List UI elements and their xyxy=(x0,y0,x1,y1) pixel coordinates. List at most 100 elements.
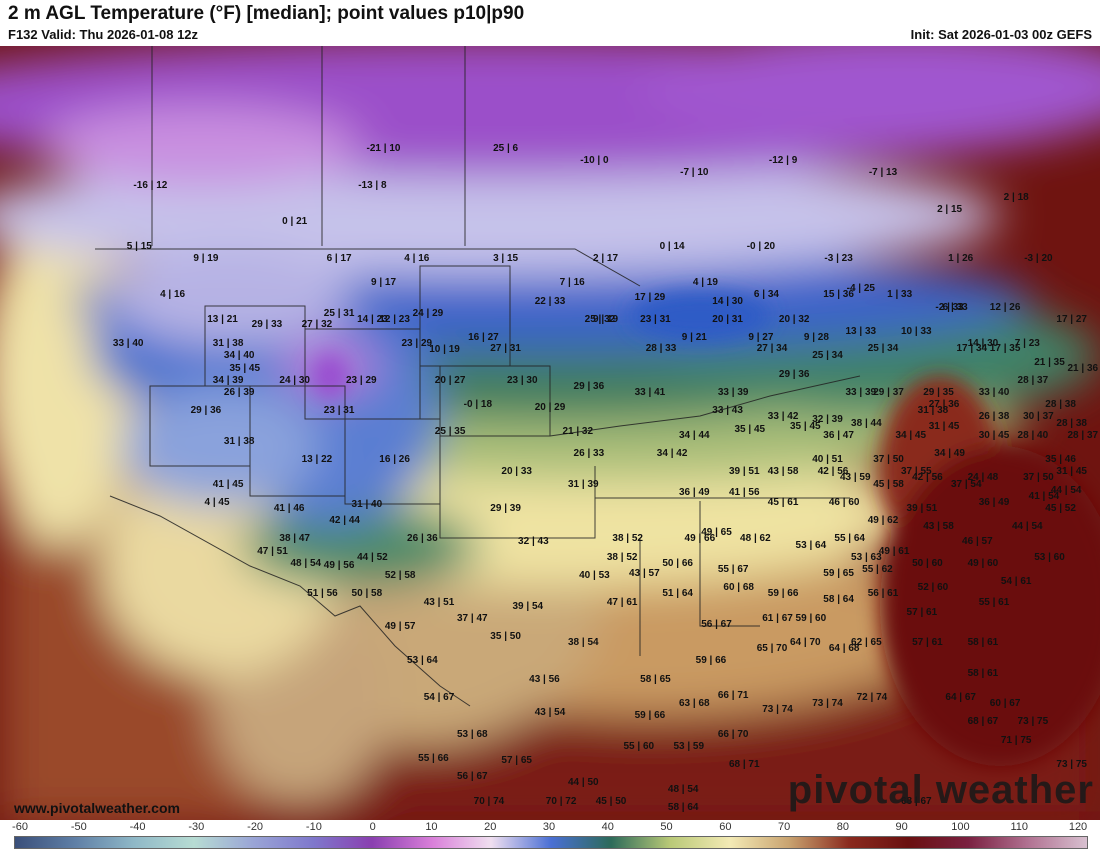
point-value: 29 | 33 xyxy=(251,318,283,330)
colorbar-tick: 100 xyxy=(951,821,970,833)
point-value: 2 | 15 xyxy=(937,204,963,215)
point-value: 16 | 27 xyxy=(468,332,499,344)
point-value: 0 | 14 xyxy=(659,240,685,252)
point-value: -0 | 20 xyxy=(746,240,776,252)
point-value: 57 | 65 xyxy=(501,755,532,767)
point-value: 20 | 31 xyxy=(712,313,743,325)
point-value: -10 | 0 xyxy=(580,155,609,167)
colorbar: -60 -50 -40 -30 -20 -10 0 10 20 30 40 50 60 70 80 90 100… xyxy=(0,820,1100,850)
point-value: 17 | 35 xyxy=(989,343,1021,355)
point-value: 38 | 52 xyxy=(606,551,638,563)
site-url[interactable]: www.pivotalweather.com xyxy=(14,800,180,816)
point-value: 4 | 16 xyxy=(404,252,430,264)
colorbar-tick: 30 xyxy=(542,821,556,833)
point-value: 28 | 37 xyxy=(1017,374,1049,386)
point-value: 35 | 45 xyxy=(734,423,766,435)
point-value: 33 | 40 xyxy=(978,387,1010,398)
point-value: 48 | 54 xyxy=(290,557,322,569)
point-value: 55 | 67 xyxy=(717,563,749,575)
point-value: 9 | 21 xyxy=(681,332,707,344)
point-value: 50 | 60 xyxy=(912,557,943,569)
boundaries xyxy=(95,46,861,707)
point-value: 49 | 60 xyxy=(967,557,999,569)
point-value: 48 | 54 xyxy=(667,783,699,795)
point-value: 47 | 61 xyxy=(606,596,638,608)
point-value: 12 | 23 xyxy=(379,313,410,325)
point-value: 73 | 75 xyxy=(1017,716,1049,728)
point-value: 29 | 35 xyxy=(923,387,954,398)
colorbar-tick: 50 xyxy=(660,821,673,833)
point-value: 54 | 61 xyxy=(1000,576,1032,588)
point-value: 31 | 38 xyxy=(223,435,255,447)
point-value: 37 | 47 xyxy=(456,612,488,624)
point-value: 59 | 66 xyxy=(695,655,727,667)
point-value: 26 | 38 xyxy=(978,411,1010,423)
point-value: -4 | 25 xyxy=(846,283,875,295)
point-value: 23 | 30 xyxy=(506,374,538,386)
point-value: 31 | 38 xyxy=(212,338,244,350)
valid-time: F132 Valid: Thu 2026-01-08 12z xyxy=(8,27,199,42)
point-value: 68 | 71 xyxy=(728,759,760,771)
colorbar-tick: 20 xyxy=(484,821,497,833)
point-value: 28 | 38 xyxy=(1045,399,1076,411)
point-value: 52 | 60 xyxy=(917,582,949,594)
point-value: 41 | 54 xyxy=(1028,490,1060,502)
point-value: 29 | 39 xyxy=(490,502,521,514)
colorbar-tick: -20 xyxy=(247,821,264,833)
point-value: 25 | 34 xyxy=(812,350,843,362)
colorbar-tick: 120 xyxy=(1068,821,1088,833)
point-value: 42 | 44 xyxy=(329,515,360,527)
colorbar-ticks: -60 -50 -40 -30 -20 -10 0 10 20 30 40 50 60 70 80 90 100… xyxy=(0,820,1100,836)
point-value: 51 | 56 xyxy=(307,588,338,600)
point-value: 30 | 45 xyxy=(978,429,1010,441)
point-value: 21 | 36 xyxy=(1067,362,1099,374)
point-value: 43 | 54 xyxy=(534,706,566,718)
point-value: 71 | 75 xyxy=(1000,734,1032,746)
point-value: 55 | 61 xyxy=(978,596,1010,608)
point-value: 34 | 44 xyxy=(678,429,710,441)
point-value: 22 | 33 xyxy=(534,295,566,307)
point-value: 40 | 51 xyxy=(812,454,843,466)
point-value: -16 | 12 xyxy=(133,179,168,191)
point-value: 33 | 41 xyxy=(634,387,666,398)
point-value: 33 | 40 xyxy=(112,338,144,350)
point-value: 31 | 45 xyxy=(1056,466,1087,478)
point-value: 58 | 61 xyxy=(967,667,999,679)
point-value: 57 | 61 xyxy=(912,637,943,649)
point-value: 7 | 16 xyxy=(559,277,585,289)
point-value: 26 | 33 xyxy=(573,448,605,459)
colorbar-tick: 110 xyxy=(1010,821,1028,833)
point-value: 53 | 64 xyxy=(795,539,827,551)
detail-shading xyxy=(312,291,1100,766)
point-value: 36 | 49 xyxy=(978,496,1010,508)
point-value: 43 | 59 xyxy=(839,472,871,484)
point-value: 27 | 32 xyxy=(301,318,333,330)
point-value: 2 | 18 xyxy=(1003,191,1029,203)
colorbar-tick: 70 xyxy=(777,821,791,833)
point-value: 6 | 17 xyxy=(326,252,352,264)
colorbar-tick: 40 xyxy=(601,821,614,833)
point-value: 57 | 61 xyxy=(906,606,938,618)
point-value: 58 | 64 xyxy=(823,594,854,606)
colorbar-gradient xyxy=(14,836,1088,849)
point-value: 26 | 39 xyxy=(223,387,255,398)
point-value: 1 | 26 xyxy=(948,252,974,264)
point-value: 20 | 32 xyxy=(778,313,810,325)
point-value: 31 | 39 xyxy=(567,478,599,490)
point-value: 34 | 45 xyxy=(895,429,927,441)
point-value: 16 | 26 xyxy=(379,454,410,466)
point-value: 4 | 19 xyxy=(692,277,718,289)
point-value: 55 | 60 xyxy=(623,740,655,752)
point-value: 15 | 36 xyxy=(823,289,854,301)
point-value: -0 | 18 xyxy=(463,399,493,411)
point-value: 39 | 51 xyxy=(906,502,938,514)
point-value: 41 | 56 xyxy=(728,487,760,499)
point-value: 29 | 36 xyxy=(573,380,605,392)
colorbar-tick: 90 xyxy=(895,821,908,833)
point-value: 37 | 50 xyxy=(873,454,904,466)
temperature-map[interactable]: -16 | 12 -21 | 10 25 | 6 -10 | 0 -7 | 10 -12 … xyxy=(0,46,1100,820)
point-value: 54 | 67 xyxy=(423,692,455,703)
point-value: -2 | 33 xyxy=(935,301,964,313)
point-value: 65 | 70 xyxy=(756,643,788,655)
colorbar-tick: 0 xyxy=(369,821,376,833)
